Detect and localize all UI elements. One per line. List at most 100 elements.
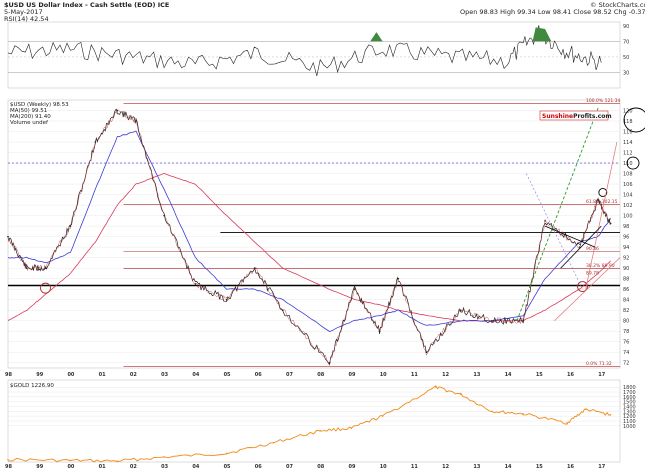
gold-point-3 [163,456,165,458]
fib-mid-label: 90.86 [586,246,599,252]
price-frame [7,99,621,369]
gold-point-5 [272,442,275,444]
gold-x-year-label-3: 01 [99,464,106,470]
fib-val-label: 89.78 [586,270,599,276]
x-year-label-16: 14 [505,372,512,378]
x-year-label-4: 02 [130,372,137,378]
gold-point-11 [491,410,493,413]
price-point-5 [116,109,119,112]
price-tick-label-5: 82 [623,308,629,314]
gold-point-7 [350,427,353,429]
rsi-overbought-fill-1 [370,32,383,42]
gold-point-2 [116,460,118,462]
x-year-label-17: 15 [536,372,543,378]
price-tick-label-9: 90 [623,266,629,272]
fib-618-line-label: 61.8% 102.15 [586,199,618,205]
x-year-label-18: 16 [567,372,574,378]
gold-point-6 [319,429,321,432]
gold-point-0 [7,458,9,461]
price-tick-label-17: 106 [623,182,633,188]
wedge-lower [560,225,602,269]
gold-tick-label-4: 1400 [623,405,636,411]
price-point-4 [94,141,97,143]
gold-x-year-label-7: 05 [224,464,231,470]
price-point-14 [378,330,381,333]
fib-0-line-label: 0.0% 71.32 [586,361,612,367]
price-point-8 [194,283,197,285]
gold-x-year-label-2: 00 [67,464,74,470]
gold-x-year-label-10: 08 [317,464,324,470]
pink-trend [585,141,618,290]
gold-tick-label-1: 1100 [623,419,636,425]
gold-point-9 [435,386,437,388]
price-point-6 [135,120,137,122]
x-year-label-19: 17 [598,372,605,378]
gold-line [7,385,611,463]
gold-point-8 [381,415,384,417]
rsi-frame [7,21,621,89]
price-tick-label-2: 76 [623,340,629,346]
gold-x-year-label-0: 98 [5,464,12,470]
x-year-label-11: 09 [348,372,355,378]
gold-x-year-label-4: 02 [130,464,137,470]
price-tick-label-23: 118 [623,119,633,125]
price-point-19 [522,319,525,322]
gold-legend: $GOLD 1226.90 [10,383,54,389]
gold-point-13 [566,422,568,424]
x-year-label-15: 13 [473,372,480,378]
x-year-label-12: 10 [380,372,387,378]
gold-point-14 [584,408,587,411]
price-tick-label-7: 86 [623,287,629,293]
gold-x-year-label-15: 13 [473,464,480,470]
price-point-17 [459,309,462,311]
price-point-1 [25,267,28,269]
watermark-box [539,110,609,121]
wedge-upper [544,225,596,248]
price-point-3 [69,225,72,227]
fib-100-line-label: 100.0% 121.34 [586,98,620,104]
gold-x-year-label-16: 14 [505,464,512,470]
rsi-tick-label-2: 70 [623,39,629,45]
price-point-11 [281,309,284,311]
gold-x-year-label-1: 99 [36,464,43,470]
axis-circle-120 [623,107,645,133]
price-point-15 [397,277,400,280]
gold-tick-label-8: 1800 [623,385,636,391]
gold-point-12 [522,413,524,415]
gold-tick-label-7: 1700 [623,390,636,396]
price-tick-label-10: 92 [623,256,629,262]
rsi-overbought-fill-2 [532,27,552,42]
price-point-18 [491,319,493,322]
ma200-line [7,172,611,322]
low-value: Low 98.41 [537,8,572,16]
price-legend-0: $USD (Weekly) 98.53 [10,102,69,108]
axis-circle-110 [626,156,640,170]
gold-panel: 100011001200130014001500160017001800$GOL… [5,379,636,470]
price-point-23 [609,222,612,225]
rsi-panel: 30 50 70 90 [7,21,629,89]
price-tick-label-21: 114 [623,140,633,146]
gold-x-year-label-12: 10 [380,464,387,470]
gold-tick-label-5: 1500 [623,400,636,406]
gold-x-year-label-18: 16 [567,464,574,470]
price-tick-label-12: 96 [623,235,629,241]
watermark-text: SunshineProfits.com [542,113,612,120]
x-year-label-10: 08 [317,372,324,378]
price-tick-label-15: 102 [623,203,633,209]
price-point-2 [44,267,47,269]
x-year-label-1: 99 [36,372,43,378]
change-value: Chg -0.37 (-0.37%) [613,8,645,16]
price-bars-down [7,109,611,367]
price-tick-label-14: 100 [623,214,633,220]
price-point-9 [225,298,228,301]
price-point-7 [163,214,165,217]
gold-x-year-label-14: 12 [442,464,449,470]
price-tick-label-22: 116 [623,130,633,136]
gold-x-year-label-8: 06 [255,464,262,470]
gold-point-1 [69,459,72,462]
price-tick-label-20: 112 [623,151,633,157]
gold-x-year-label-6: 04 [192,464,199,470]
rsi-legend: RSI(14) 42.54 [4,15,49,23]
x-year-label-7: 05 [224,372,231,378]
